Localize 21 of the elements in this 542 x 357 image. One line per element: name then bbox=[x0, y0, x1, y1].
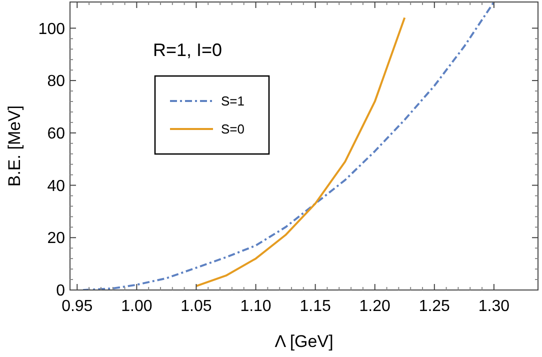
x-tick-label: 1.05 bbox=[180, 298, 212, 315]
y-tick-label: 40 bbox=[47, 178, 66, 195]
y-axis-title: B.E. [MeV] bbox=[5, 105, 24, 187]
x-tick-label: 1.25 bbox=[418, 298, 450, 315]
y-tick-label: 20 bbox=[47, 230, 66, 248]
x-axis-title: Λ [GeV] bbox=[274, 332, 334, 351]
annotation: R=1, I=0 bbox=[153, 40, 222, 60]
legend-label: S=0 bbox=[221, 122, 244, 137]
y-tick-label: 60 bbox=[47, 126, 66, 143]
x-tick-label: 1.00 bbox=[121, 298, 152, 315]
line-series bbox=[195, 16, 406, 288]
x-tick-label: 1.10 bbox=[240, 298, 272, 315]
x-tick-label: 1.15 bbox=[300, 298, 331, 315]
x-tick-label: 0.95 bbox=[62, 298, 93, 315]
y-tick-label: 100 bbox=[38, 20, 66, 38]
x-tick-label: 1.20 bbox=[359, 298, 391, 315]
x-tick-label: 1.30 bbox=[478, 298, 510, 315]
y-tick-label: 80 bbox=[47, 73, 66, 90]
y-tick-label: 0 bbox=[56, 282, 66, 300]
line-series bbox=[82, 2, 495, 290]
legend-label: S=1 bbox=[221, 94, 244, 109]
